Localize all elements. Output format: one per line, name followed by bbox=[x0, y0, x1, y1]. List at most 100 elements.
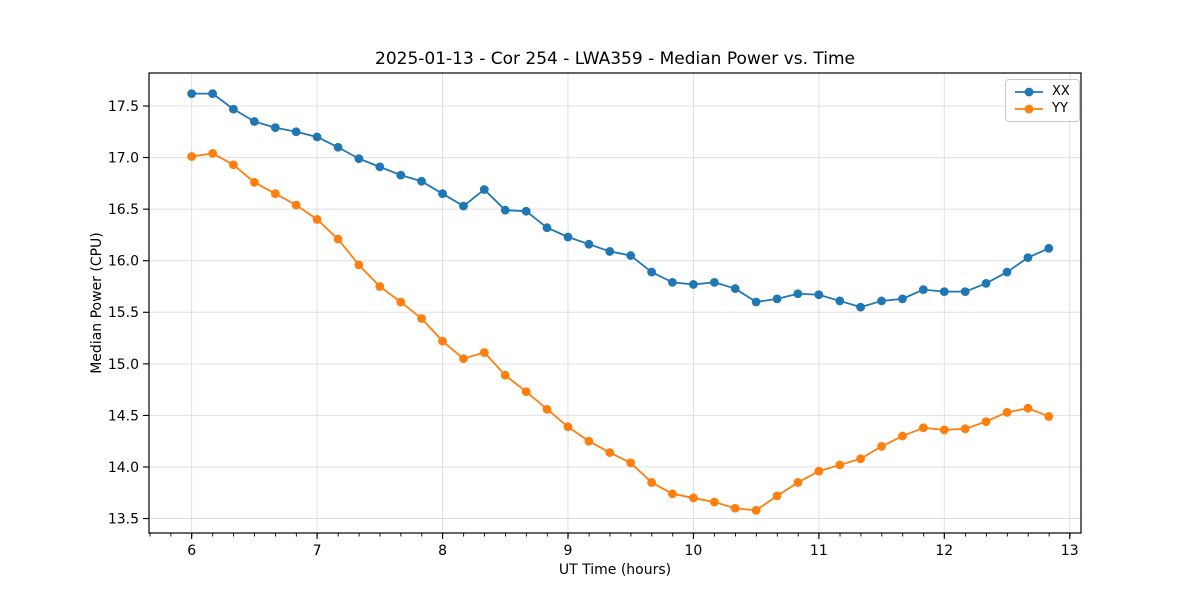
data-point-YY bbox=[500, 370, 510, 380]
data-point-XX bbox=[856, 302, 866, 312]
x-tick-label: 9 bbox=[564, 543, 573, 559]
data-point-XX bbox=[688, 280, 698, 289]
data-point-YY bbox=[229, 160, 238, 170]
data-point-YY bbox=[877, 441, 886, 451]
data-point-XX bbox=[249, 117, 259, 126]
y-tick-label: 15.0 bbox=[108, 357, 139, 373]
data-point-YY bbox=[793, 478, 803, 487]
x-tick-label: 8 bbox=[438, 543, 447, 559]
data-point-YY bbox=[960, 424, 970, 434]
data-point-XX bbox=[187, 89, 197, 99]
data-point-XX bbox=[1044, 243, 1054, 253]
data-point-XX bbox=[229, 104, 238, 114]
data-point-YY bbox=[542, 404, 552, 414]
data-point-YY bbox=[605, 448, 615, 457]
legend: XX YY bbox=[1005, 79, 1080, 122]
data-point-YY bbox=[459, 354, 468, 364]
y-tick-label: 15.5 bbox=[108, 305, 139, 321]
data-point-XX bbox=[354, 154, 364, 164]
data-point-YY bbox=[438, 336, 447, 346]
y-tick-label: 14.0 bbox=[108, 460, 139, 476]
data-point-XX bbox=[939, 287, 949, 297]
data-point-YY bbox=[187, 152, 197, 161]
data-point-XX bbox=[291, 127, 301, 137]
series-line-YY bbox=[190, 152, 1050, 512]
data-point-XX bbox=[563, 232, 573, 242]
data-point-XX bbox=[438, 189, 447, 199]
data-point-YY bbox=[668, 489, 677, 499]
data-point-YY bbox=[981, 417, 991, 427]
data-point-YY bbox=[584, 436, 594, 446]
data-point-XX bbox=[521, 206, 531, 216]
data-point-YY bbox=[479, 348, 489, 357]
data-point-XX bbox=[479, 185, 489, 194]
data-point-XX bbox=[584, 239, 594, 249]
x-tick-label: 7 bbox=[313, 543, 322, 559]
legend-label-XX: XX bbox=[1052, 84, 1070, 99]
series-line-XX bbox=[190, 92, 1050, 309]
data-point-XX bbox=[647, 267, 657, 277]
data-point-YY bbox=[709, 497, 719, 507]
y-tick-label: 17.5 bbox=[108, 99, 139, 115]
data-point-YY bbox=[939, 425, 949, 435]
data-point-XX bbox=[814, 290, 824, 300]
data-point-XX bbox=[793, 289, 803, 299]
x-tick-label: 13 bbox=[1061, 543, 1079, 559]
data-point-YY bbox=[249, 177, 259, 187]
data-point-YY bbox=[835, 460, 845, 470]
data-point-YY bbox=[626, 458, 636, 468]
data-point-YY bbox=[856, 454, 866, 464]
y-tick-label: 14.5 bbox=[108, 408, 139, 424]
data-point-YY bbox=[563, 422, 573, 432]
y-tick-label: 13.5 bbox=[108, 511, 139, 527]
data-point-XX bbox=[333, 142, 343, 152]
y-tick-label: 16.5 bbox=[108, 202, 139, 218]
x-tick-label: 6 bbox=[187, 543, 196, 559]
data-point-XX bbox=[668, 277, 677, 287]
data-point-XX bbox=[605, 247, 615, 256]
legend-label-YY: YY bbox=[1052, 101, 1068, 116]
data-point-XX bbox=[709, 277, 719, 287]
data-point-YY bbox=[208, 149, 217, 158]
axes-spines bbox=[148, 72, 1082, 534]
data-point-YY bbox=[730, 503, 740, 513]
data-point-XX bbox=[751, 297, 761, 307]
data-point-YY bbox=[898, 431, 907, 441]
data-point-XX bbox=[270, 123, 280, 133]
data-point-XX bbox=[1023, 253, 1033, 263]
data-point-XX bbox=[981, 279, 991, 288]
legend-marker-XX bbox=[1015, 87, 1043, 97]
data-point-XX bbox=[918, 285, 928, 294]
y-tick-label: 16.0 bbox=[108, 254, 139, 270]
legend-item-YY: YY bbox=[1013, 102, 1070, 116]
data-point-YY bbox=[751, 505, 761, 515]
x-tick-label: 11 bbox=[810, 543, 828, 559]
data-point-XX bbox=[312, 132, 322, 142]
data-point-XX bbox=[835, 296, 845, 306]
data-point-XX bbox=[730, 284, 740, 293]
legend-item-XX: XX bbox=[1013, 85, 1070, 99]
data-point-YY bbox=[814, 466, 824, 476]
data-point-YY bbox=[688, 493, 698, 503]
data-point-YY bbox=[354, 260, 364, 270]
x-tick-label: 12 bbox=[935, 543, 953, 559]
data-point-XX bbox=[626, 251, 636, 260]
data-point-XX bbox=[542, 223, 552, 233]
data-point-YY bbox=[417, 314, 426, 323]
data-point-XX bbox=[375, 162, 385, 172]
chart-title: 2025-01-13 - Cor 254 - LWA359 - Median P… bbox=[375, 49, 855, 69]
data-point-XX bbox=[898, 294, 907, 304]
data-point-XX bbox=[417, 176, 426, 186]
x-tick-label: 10 bbox=[684, 543, 702, 559]
data-point-XX bbox=[396, 170, 406, 180]
data-point-YY bbox=[312, 215, 322, 224]
data-point-YY bbox=[375, 282, 385, 291]
legend-marker-YY bbox=[1015, 104, 1043, 114]
data-point-XX bbox=[208, 89, 217, 99]
data-point-XX bbox=[772, 294, 782, 304]
data-point-YY bbox=[918, 423, 928, 433]
data-point-XX bbox=[1002, 267, 1012, 277]
data-point-YY bbox=[772, 491, 782, 501]
